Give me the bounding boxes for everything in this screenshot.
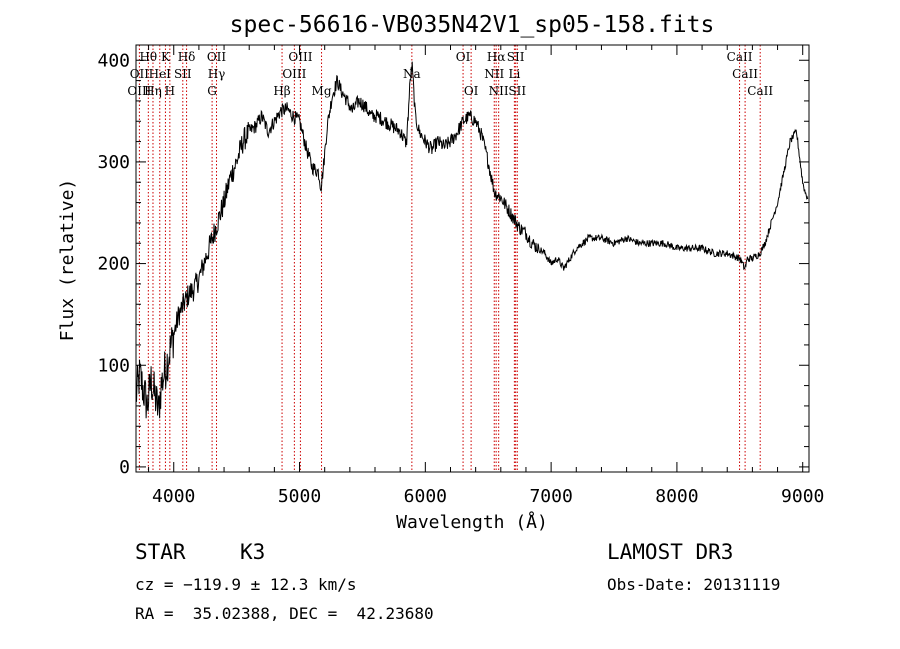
survey-label: LAMOST DR3 xyxy=(607,540,734,564)
line-label: SII xyxy=(507,50,525,64)
y-tick-label: 200 xyxy=(97,254,130,275)
line-label: HeI xyxy=(149,67,172,81)
x-tick-label: 5000 xyxy=(278,486,321,507)
line-label: OIII xyxy=(282,67,306,81)
line-label: Hθ xyxy=(139,50,157,64)
line-label: CaII xyxy=(747,84,773,98)
line-label: OII xyxy=(130,67,150,81)
line-label: NII xyxy=(484,67,504,81)
redshift-cz: cz = −119.9 ± 12.3 km/s xyxy=(135,575,357,594)
x-tick-label: 9000 xyxy=(781,486,824,507)
object-class: STAR xyxy=(135,540,186,564)
plot-frame xyxy=(135,44,810,473)
y-tick-label: 400 xyxy=(97,50,130,71)
line-label: OIII xyxy=(288,50,312,64)
line-label: Hδ xyxy=(178,50,196,64)
line-label: Hβ xyxy=(273,84,290,98)
y-tick-label: 300 xyxy=(97,152,130,173)
y-tick-label: 0 xyxy=(119,457,130,478)
line-label: SII xyxy=(174,67,192,81)
observation-date: Obs-Date: 20131119 xyxy=(607,575,781,594)
line-label: CaII xyxy=(732,67,758,81)
x-tick-label: 4000 xyxy=(152,486,195,507)
x-tick-label: 6000 xyxy=(404,486,447,507)
spectrum-line xyxy=(135,61,809,419)
y-axis-label: Flux (relative) xyxy=(57,179,78,342)
line-label: Hη xyxy=(144,84,162,98)
y-axis-ticks: 0 100 200 300 400 xyxy=(97,50,809,478)
line-label: OI xyxy=(464,84,479,98)
line-label: Hα xyxy=(487,50,506,64)
line-label: OI xyxy=(456,50,471,64)
x-tick-label: 7000 xyxy=(529,486,572,507)
emission-line-markers xyxy=(138,45,761,472)
line-label: Hγ xyxy=(208,67,226,81)
coordinates: RA = 35.02388, DEC = 42.23680 xyxy=(135,604,434,623)
line-label: Li xyxy=(508,67,520,81)
line-label: Na xyxy=(403,67,421,81)
x-axis-label: Wavelength (Å) xyxy=(396,511,548,533)
line-label: H xyxy=(165,84,175,98)
line-label: OII xyxy=(207,50,227,64)
x-axis-ticks: 4000 5000 6000 7000 8000 9000 xyxy=(148,45,824,507)
chart-title: spec-56616-VB035N42V1_sp05-158.fits xyxy=(230,12,715,38)
line-label: K xyxy=(161,50,171,64)
line-label: G xyxy=(207,84,217,98)
line-label: Mg xyxy=(312,84,332,98)
line-label: CaII xyxy=(727,50,753,64)
x-tick-label: 8000 xyxy=(655,486,698,507)
line-label: OIII xyxy=(127,84,151,98)
object-subclass: K3 xyxy=(240,540,266,564)
line-label: SII xyxy=(508,84,526,98)
line-label: NII xyxy=(489,84,509,98)
y-tick-label: 100 xyxy=(97,355,130,376)
